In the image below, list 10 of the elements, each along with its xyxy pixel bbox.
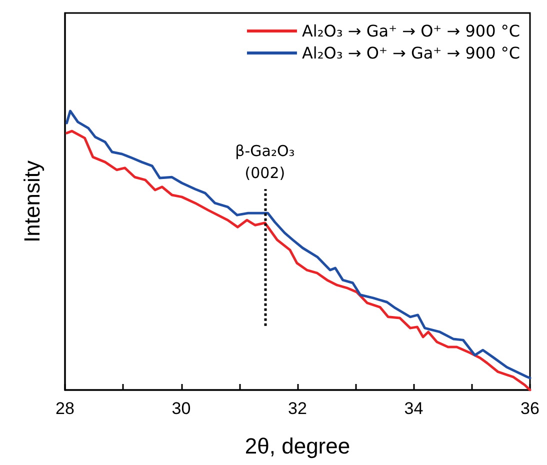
x-tick-label: 32 [288, 399, 307, 418]
x-tick-label: 36 [520, 399, 540, 418]
x-tick-label: 30 [172, 399, 191, 418]
x-axis-title: 2θ, degree [244, 434, 350, 458]
x-tick-label: 28 [56, 399, 74, 418]
ref-line-label: β-Ga₂O₃ (002) [235, 142, 295, 182]
x-tick-label: 34 [404, 399, 424, 418]
legend-label: Al₂O₃ → O⁺ → Ga⁺ → 900 °C [302, 44, 520, 62]
legend-label: Al₂O₃ → Ga⁺ → O⁺ → 900 °C [302, 22, 520, 40]
y-axis-title: Intensity [20, 160, 44, 242]
